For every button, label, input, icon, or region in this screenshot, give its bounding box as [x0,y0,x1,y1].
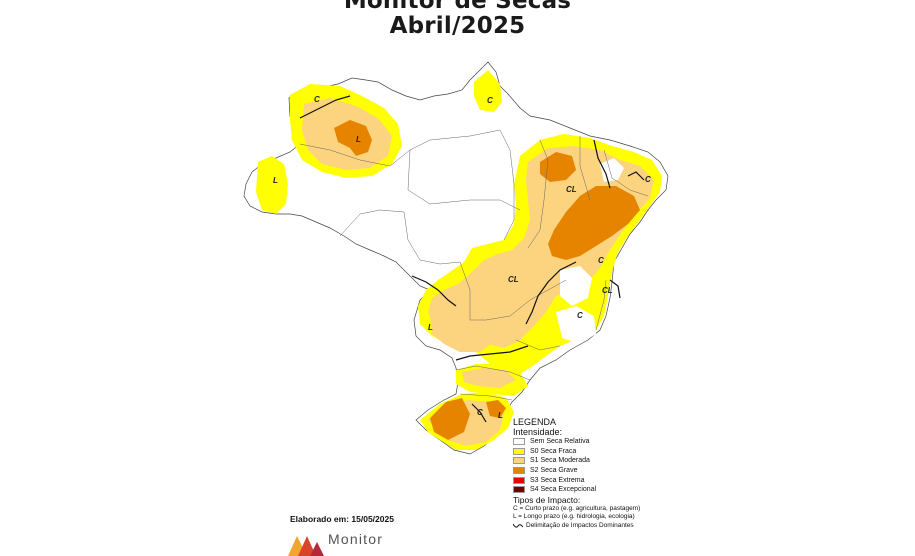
swatch-s1 [513,457,525,465]
logo-mark-icon [288,536,324,556]
swatch-none [513,438,525,446]
drought-area-s2-maranhao [540,152,576,182]
label-l-rs: L [498,411,503,420]
drought-area-s0-acre [256,156,288,214]
drought-area-s2-north [334,120,372,156]
label-c-bahia: C [598,256,604,265]
label-l-acre: L [273,176,278,185]
swatch-s4 [513,486,525,494]
legend-item-s0: S0 Seca Fraca [513,447,640,457]
swatch-s2 [513,467,525,475]
delimitation-line-icon [513,523,523,528]
label-c-minas: C [577,311,583,320]
legend-item-s3: S3 Seca Extrema [513,475,640,485]
legend-impact-heading: Tipos de Impacto: [513,494,581,505]
drought-area-s0-amapa [474,70,502,112]
label-l-amazonas: L [356,135,361,144]
legend-item-s1: S1 Seca Moderada [513,456,640,466]
impact-delimitation-lines [299,95,645,423]
legend-item-none: Sem Seca Relativa [513,437,640,447]
legend-impact-long: L = Longo prazo (e.g. hidrologia, ecolog… [513,513,635,521]
swatch-s3 [513,476,525,484]
label-cl-centerwest: CL [508,275,519,284]
no-drought-area-mg [556,306,596,344]
logo-text: Monitor [328,531,384,547]
label-cl-bahia-south: CL [602,286,613,295]
label-c-roraima: C [314,95,320,104]
legend: LEGENDA Intensidade: Sem Seca Relativa S… [513,417,640,530]
drought-area-s1-pr [462,368,516,388]
impact-labels: C C L L CL C CL C CL C L C L [273,95,651,420]
drought-area-s1-centerwest [430,304,496,352]
monitor-de-secas-logo: Monitor [288,530,383,556]
state-borders [299,129,649,401]
legend-item-s4: S4 Seca Excepcional [513,485,640,495]
map-title: Monitor de Secas [343,0,572,14]
legend-heading: LEGENDA [513,417,557,427]
label-c-rn: C [645,175,651,184]
legend-impact-short: C = Curto prazo (e.g. agricultura, pasta… [513,504,641,512]
map-subtitle-date: Abril/2025 [389,13,526,39]
no-drought-area-ba [560,266,592,306]
label-c-rs: C [477,408,483,417]
label-c-amapa: C [487,96,493,105]
elaborated-date: Elaborado em: 15/05/2025 [290,514,394,524]
swatch-s0 [513,447,525,455]
legend-intensity-heading: Intensidade: [513,427,563,437]
label-cl-piaui: CL [566,185,577,194]
drought-area-s2-south [430,398,470,440]
legend-item-s2: S2 Seca Grave [513,466,640,476]
label-l-ms: L [428,323,433,332]
drought-area-s2-south-east [486,400,506,418]
drought-area-s2-northeast [548,186,640,260]
legend-delimitation: Delimitação de Impactos Dominantes [513,522,640,531]
